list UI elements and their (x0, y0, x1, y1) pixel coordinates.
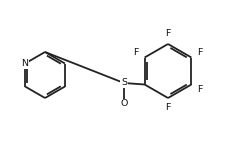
Text: F: F (165, 103, 170, 112)
Text: N: N (22, 59, 28, 68)
Text: S: S (121, 78, 126, 88)
Text: F: F (165, 30, 170, 39)
Text: O: O (120, 99, 127, 108)
Text: F: F (197, 48, 202, 57)
Text: F: F (197, 85, 202, 94)
Text: F: F (133, 48, 138, 57)
